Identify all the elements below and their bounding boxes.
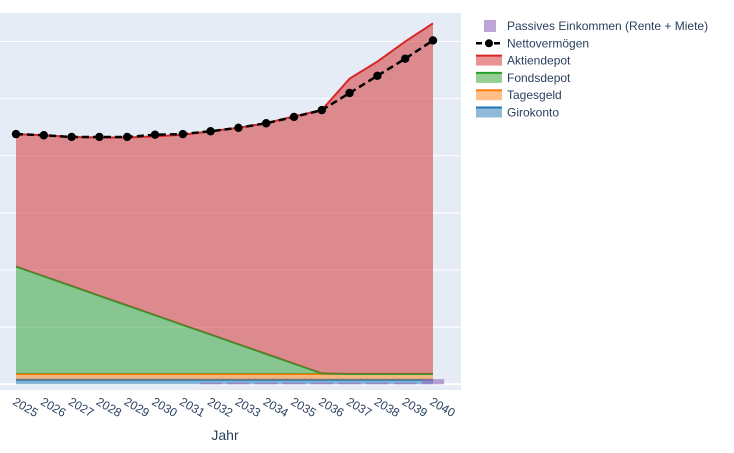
legend-label: Passives Einkommen (Rente + Miete) [507, 19, 708, 33]
x-tick-label: 2031 [177, 394, 207, 420]
net-worth-point [67, 132, 76, 142]
legend-label: Nettovermögen [507, 36, 589, 50]
stacked-areas [15, 22, 434, 385]
legend-swatch [476, 107, 502, 118]
net-worth-point [150, 130, 160, 139]
income-bar [338, 382, 361, 385]
legend-item[interactable]: Nettovermögen [476, 36, 589, 50]
net-worth-point [11, 129, 21, 139]
legend-label: Tagesgeld [507, 88, 562, 102]
legend-item[interactable]: Girokonto [476, 106, 559, 120]
area-tagesgeld [16, 374, 433, 380]
legend-swatch [476, 72, 502, 83]
net-worth-point [428, 36, 438, 45]
net-worth-path [15, 39, 434, 139]
legend-swatch [476, 55, 502, 66]
net-worth-point [401, 54, 410, 63]
x-axis-title: Jahr [211, 427, 239, 443]
income-bar [421, 379, 445, 385]
legend-swatch [484, 20, 496, 32]
legend-item[interactable]: Fondsdepot [476, 71, 571, 85]
area-fondsdepot [16, 266, 433, 374]
net-worth-point [373, 71, 382, 81]
net-worth-point [289, 112, 299, 122]
x-tick-label: 2027 [66, 394, 96, 420]
income-bar [310, 382, 333, 385]
area-aktiendepot [16, 23, 433, 375]
legend-marker [485, 39, 493, 48]
income-bar [255, 382, 278, 385]
net-worth-point [317, 105, 326, 115]
net-worth-point [345, 88, 354, 98]
income-bar [227, 382, 250, 385]
net-worth-point [39, 131, 48, 140]
legend-item[interactable]: Passives Einkommen (Rente + Miete) [484, 19, 708, 33]
legend[interactable]: Passives Einkommen (Rente + Miete) Nettov… [476, 19, 708, 120]
x-tick-label: 2033 [233, 394, 263, 420]
legend-label: Aktiendepot [507, 54, 571, 68]
legend-swatch [476, 90, 502, 101]
net-worth-point [123, 132, 132, 142]
income-bars [199, 379, 445, 385]
x-tick-label: 2028 [94, 394, 124, 420]
x-tick-label: 2034 [261, 394, 291, 420]
legend-label: Girokonto [507, 106, 559, 120]
income-bar [394, 382, 417, 385]
net-worth-point [234, 123, 243, 133]
x-tick-label: 2036 [316, 394, 346, 420]
net-worth-line [11, 36, 438, 142]
net-worth-point [95, 132, 104, 142]
legend-item[interactable]: Tagesgeld [476, 88, 562, 102]
net-worth-point [206, 127, 215, 136]
x-tick-label: 2029 [122, 394, 152, 420]
x-tick-label: 2025 [11, 394, 41, 420]
income-bar [366, 382, 389, 385]
x-tick-label: 2035 [289, 394, 319, 420]
income-bar [282, 382, 306, 385]
net-worth-point [262, 119, 271, 128]
income-bar [199, 382, 222, 385]
x-axis-ticks: 2025202620272028202920302031203220332034… [11, 394, 458, 420]
x-tick-label: 2032 [205, 394, 235, 420]
net-worth-point [178, 129, 187, 139]
x-tick-label: 2030 [150, 394, 180, 420]
x-tick-label: 2039 [400, 394, 430, 420]
x-tick-label: 2026 [38, 394, 68, 420]
x-tick-label: 2037 [344, 394, 374, 420]
legend-label: Fondsdepot [507, 71, 571, 85]
legend-item[interactable]: Aktiendepot [476, 54, 571, 68]
x-tick-label: 2038 [372, 394, 402, 420]
x-tick-label: 2040 [428, 394, 458, 420]
